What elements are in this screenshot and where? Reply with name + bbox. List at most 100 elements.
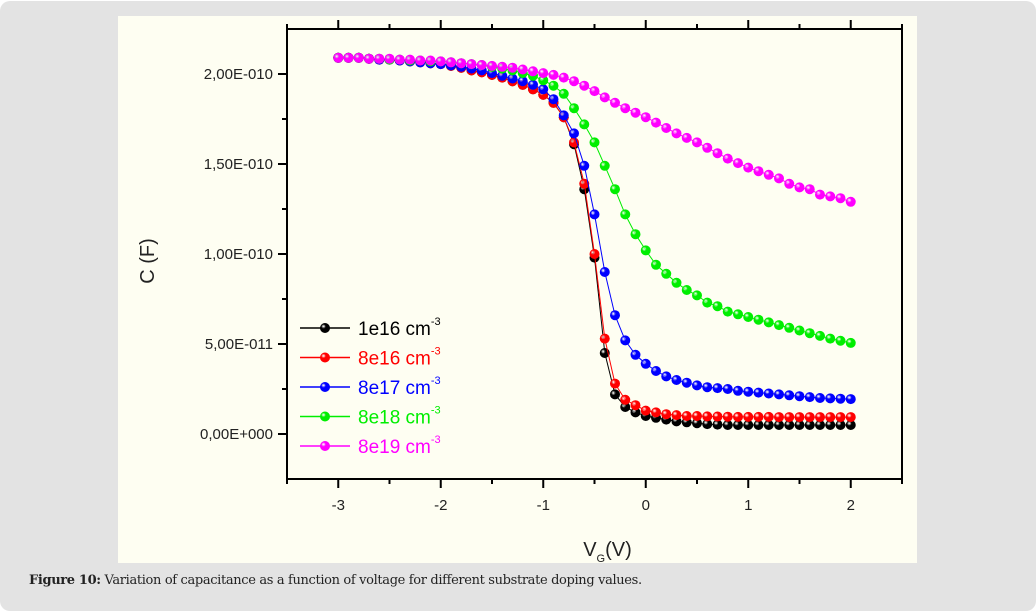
data-point bbox=[774, 420, 784, 430]
data-point bbox=[507, 73, 518, 84]
x-tick-label: 1 bbox=[744, 497, 752, 514]
data-point bbox=[538, 68, 549, 79]
data-point bbox=[722, 384, 733, 394]
figure-caption: Figure 10: Variation of capacitance as a… bbox=[29, 573, 642, 588]
chart-marks bbox=[333, 52, 856, 430]
data-point bbox=[763, 411, 774, 422]
data-point bbox=[763, 169, 774, 180]
legend-label-text: 1e16 cm bbox=[358, 319, 431, 340]
legend-label: 1e16 cm-3 bbox=[358, 316, 441, 340]
data-point bbox=[794, 182, 805, 193]
data-point bbox=[692, 380, 702, 391]
data-point bbox=[620, 103, 631, 114]
y-axis-label: C (F) bbox=[137, 238, 159, 284]
data-point bbox=[517, 76, 528, 87]
data-point bbox=[651, 117, 661, 128]
legend-label-superscript: -3 bbox=[431, 346, 441, 358]
data-point bbox=[579, 80, 590, 91]
data-point bbox=[579, 160, 590, 171]
data-point bbox=[712, 411, 723, 422]
data-point bbox=[784, 412, 795, 423]
data-point bbox=[661, 409, 672, 420]
data-point bbox=[343, 52, 354, 63]
legend-item: 8e16 cm-3 bbox=[300, 346, 441, 370]
data-point bbox=[384, 53, 395, 64]
data-point bbox=[405, 54, 415, 65]
data-point bbox=[630, 349, 641, 360]
data-point bbox=[569, 103, 579, 114]
data-point bbox=[753, 166, 764, 177]
data-point bbox=[456, 58, 467, 69]
data-point bbox=[774, 173, 784, 184]
data-point bbox=[671, 128, 682, 139]
capacitance-voltage-chart: -3 -2 -1 0 1 2 0,00E+000 5,00E-011 1,00E-010 1,50… bbox=[137, 20, 903, 563]
x-axis-label-main: V bbox=[583, 539, 597, 561]
data-point bbox=[804, 412, 815, 423]
data-point bbox=[733, 309, 743, 320]
data-point bbox=[743, 162, 754, 173]
data-point bbox=[794, 420, 805, 430]
data-point bbox=[435, 56, 446, 67]
series-line bbox=[338, 57, 851, 426]
data-point bbox=[538, 75, 549, 86]
data-point bbox=[774, 320, 784, 331]
data-point bbox=[630, 229, 641, 240]
data-point bbox=[610, 389, 620, 400]
data-point bbox=[353, 52, 364, 63]
data-point bbox=[394, 54, 405, 65]
data-point bbox=[681, 285, 692, 295]
data-point bbox=[589, 137, 600, 148]
legend-marker bbox=[320, 352, 330, 363]
data-point bbox=[599, 92, 610, 103]
data-point bbox=[610, 378, 620, 389]
legend-label: 8e18 cm-3 bbox=[358, 405, 441, 429]
data-point bbox=[651, 366, 661, 376]
data-point bbox=[743, 312, 754, 322]
y-tick-label: 1,50E-010 bbox=[204, 156, 273, 173]
x-tick-label: -3 bbox=[332, 497, 345, 514]
data-point bbox=[743, 411, 754, 422]
data-point bbox=[692, 411, 702, 421]
legend-label-superscript: -3 bbox=[431, 434, 441, 446]
data-point bbox=[702, 297, 713, 308]
data-point bbox=[671, 277, 682, 288]
data-point bbox=[702, 411, 713, 422]
data-point bbox=[589, 209, 600, 220]
data-point bbox=[620, 209, 631, 220]
legend-label-text: 8e18 cm bbox=[358, 408, 431, 429]
data-point bbox=[774, 412, 784, 423]
data-point bbox=[487, 60, 497, 71]
data-point bbox=[610, 184, 620, 195]
data-point bbox=[538, 84, 549, 95]
data-point bbox=[753, 314, 764, 325]
data-point bbox=[620, 394, 631, 405]
data-point bbox=[558, 72, 569, 83]
data-point bbox=[845, 412, 856, 423]
legend-label: 8e16 cm-3 bbox=[358, 346, 441, 370]
data-point bbox=[794, 391, 805, 402]
data-point bbox=[692, 418, 702, 429]
data-point bbox=[845, 394, 856, 405]
data-point bbox=[374, 53, 385, 64]
data-point bbox=[548, 80, 559, 91]
data-point bbox=[517, 64, 528, 75]
data-point bbox=[784, 390, 795, 401]
data-point bbox=[651, 259, 661, 270]
data-point bbox=[845, 196, 856, 207]
data-point bbox=[630, 400, 641, 411]
data-point bbox=[804, 420, 815, 430]
data-point bbox=[845, 420, 856, 430]
chart-panel: -3 -2 -1 0 1 2 0,00E+000 5,00E-011 1,00E-010 1,50… bbox=[118, 16, 917, 563]
data-point bbox=[784, 420, 795, 430]
data-point bbox=[825, 420, 836, 430]
legend-item: 8e18 cm-3 bbox=[300, 405, 441, 429]
legend-marker bbox=[320, 441, 330, 451]
data-point bbox=[712, 148, 723, 159]
data-point bbox=[630, 407, 641, 418]
data-point bbox=[763, 388, 774, 399]
data-point bbox=[722, 153, 733, 164]
data-point bbox=[415, 55, 426, 66]
data-point bbox=[692, 137, 702, 148]
x-axis-label-subscript: G bbox=[597, 553, 606, 563]
data-point bbox=[671, 410, 682, 421]
